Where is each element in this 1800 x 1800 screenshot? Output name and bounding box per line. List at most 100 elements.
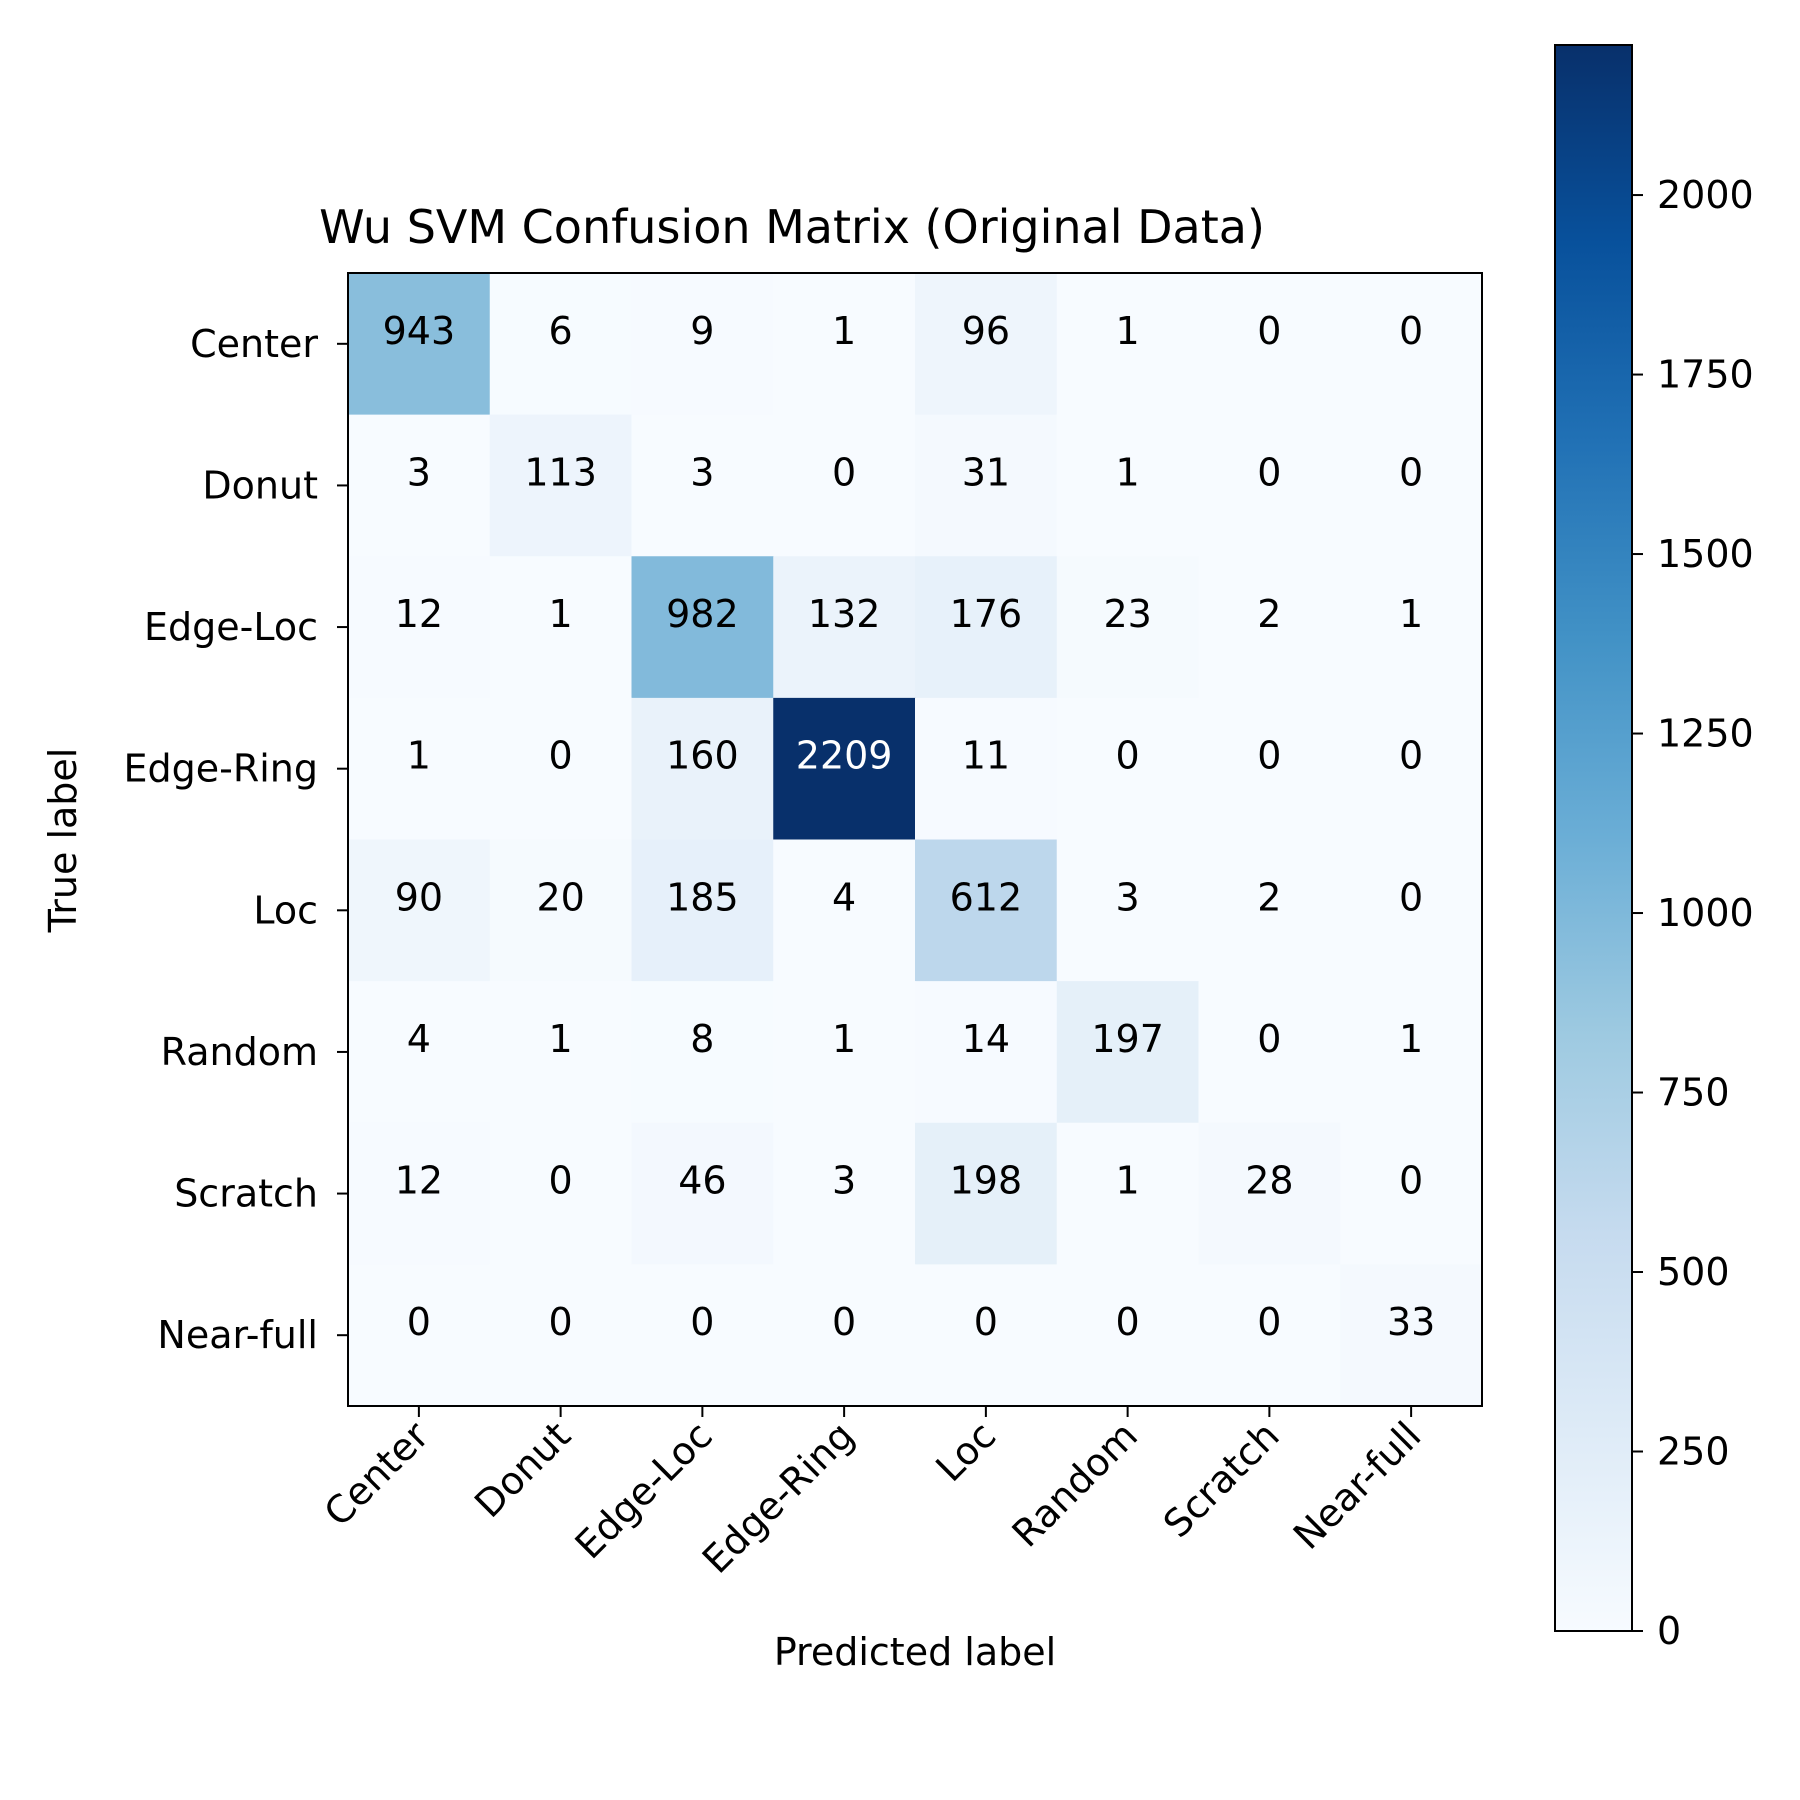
y-tick-label: Random <box>161 1030 318 1074</box>
cell-value-label: 12 <box>395 592 443 636</box>
heatmap-cell <box>1056 981 1200 1124</box>
cell-value-label: 8 <box>690 1017 714 1061</box>
cell-value-label: 0 <box>974 1300 998 1344</box>
heatmap-cell <box>1198 981 1341 1124</box>
cell-value-label: 1 <box>1116 309 1140 353</box>
x-axis-label: Predicted label <box>774 1630 1056 1674</box>
cell-value-label: 0 <box>1399 734 1423 778</box>
y-tick-label: Near-full <box>157 1313 318 1357</box>
heatmap-cell <box>773 839 916 982</box>
cell-value-label: 0 <box>1116 1300 1140 1344</box>
cell-value-label: 90 <box>395 875 443 919</box>
cell-value-label: 0 <box>1257 734 1281 778</box>
cell-value-label: 23 <box>1103 592 1151 636</box>
cell-value-label: 3 <box>407 450 431 494</box>
heatmap-cell <box>489 1122 633 1265</box>
heatmap-cell <box>1056 414 1200 557</box>
heatmap-cell <box>773 556 916 699</box>
cell-value-label: 2209 <box>796 734 893 778</box>
cell-value-label: 14 <box>962 1017 1010 1061</box>
heatmap-cell <box>489 1264 633 1407</box>
colorbar-tick-label: 1500 <box>1657 532 1754 576</box>
cell-value-label: 0 <box>1399 450 1423 494</box>
heatmap-cell <box>915 414 1058 557</box>
heatmap-cell <box>1340 697 1483 841</box>
cell-value-label: 0 <box>1399 1159 1423 1203</box>
heatmap-cell <box>1340 839 1483 982</box>
cell-value-label: 4 <box>407 1017 431 1061</box>
heatmap-cell <box>631 1264 774 1407</box>
cell-value-label: 46 <box>678 1159 726 1203</box>
heatmap-cell <box>631 1122 774 1265</box>
plot-frame <box>347 272 1483 1407</box>
heatmap-cell <box>348 1122 491 1265</box>
heatmap-cell <box>1056 839 1200 982</box>
cell-value-label: 1 <box>407 734 431 778</box>
heatmap-cell <box>773 981 916 1124</box>
heatmap-cell <box>631 697 774 841</box>
x-tick-label: Center <box>316 1413 438 1535</box>
cell-value-label: 0 <box>549 734 573 778</box>
x-tick-label: Near-full <box>1285 1413 1430 1558</box>
cell-value-label: 1 <box>1116 450 1140 494</box>
cell-value-label: 20 <box>536 875 584 919</box>
cell-value-label: 28 <box>1245 1159 1293 1203</box>
cell-value-label: 1 <box>1399 1017 1423 1061</box>
y-axis-label: True label <box>41 748 85 934</box>
colorbar-ticks: 0 250 500 750 1000 1250 1500 1750 2000 <box>1632 173 1754 1653</box>
cell-value-label: 2 <box>1257 592 1281 636</box>
x-tick-label: Edge-Ring <box>694 1413 863 1582</box>
cell-value-label: 1 <box>1116 1159 1140 1203</box>
cell-value-label: 198 <box>950 1159 1023 1203</box>
heatmap-cell <box>1340 1264 1483 1407</box>
x-tick-label: Loc <box>927 1413 1004 1490</box>
chart-title: Wu SVM Confusion Matrix (Original Data) <box>319 200 1265 254</box>
cell-value-label: 9 <box>690 309 714 353</box>
heatmap-cell <box>348 414 491 557</box>
heatmap-cell <box>348 981 491 1124</box>
heatmap-cell <box>348 697 491 841</box>
cell-value-label: 11 <box>962 734 1010 778</box>
cell-value-label: 0 <box>1257 1300 1281 1344</box>
cell-value-label: 6 <box>549 309 573 353</box>
cell-value-label: 1 <box>549 592 573 636</box>
colorbar-tick-label: 2000 <box>1657 173 1754 217</box>
cell-value-label: 4 <box>832 875 856 919</box>
heatmap-cell <box>1056 1122 1200 1265</box>
cell-value-label: 1 <box>832 309 856 353</box>
heatmap-cell <box>1198 1122 1341 1265</box>
cell-value-label: 0 <box>549 1300 573 1344</box>
heatmap-cell <box>1340 981 1483 1124</box>
heatmap-cell <box>1198 697 1341 841</box>
heatmap-cell <box>489 839 633 982</box>
heatmap-cell <box>773 273 916 416</box>
cell-value-label: 176 <box>950 592 1023 636</box>
cell-value-label: 1 <box>1399 592 1423 636</box>
cell-value-label: 0 <box>1399 309 1423 353</box>
heatmap-cell <box>773 697 916 841</box>
cell-value-label: 96 <box>962 309 1010 353</box>
heatmap-cell <box>489 697 633 841</box>
cell-value-label: 0 <box>690 1300 714 1344</box>
heatmap-cell <box>915 697 1058 841</box>
cell-value-label: 0 <box>832 450 856 494</box>
heatmap-cell <box>773 1264 916 1407</box>
cell-value-label: 0 <box>1116 734 1140 778</box>
y-axis-ticks: Center Donut Edge-Loc Edge-Ring Loc Random Scr… <box>123 322 348 1357</box>
heatmap-cell <box>631 981 774 1124</box>
y-tick-label: Center <box>190 322 318 366</box>
colorbar-frame <box>1554 44 1633 1632</box>
heatmap-cell <box>773 1122 916 1265</box>
cell-value-label: 943 <box>383 309 456 353</box>
cell-value-label: 3 <box>832 1159 856 1203</box>
cell-value-label: 0 <box>407 1300 431 1344</box>
cell-value-label: 197 <box>1091 1017 1164 1061</box>
heatmap-cell <box>489 981 633 1124</box>
heatmap-cell <box>915 556 1058 699</box>
colorbar-tick-label: 0 <box>1657 1609 1681 1653</box>
heatmap-cell <box>348 1264 491 1407</box>
heatmap-cell <box>489 556 633 699</box>
heatmap-cell <box>348 839 491 982</box>
